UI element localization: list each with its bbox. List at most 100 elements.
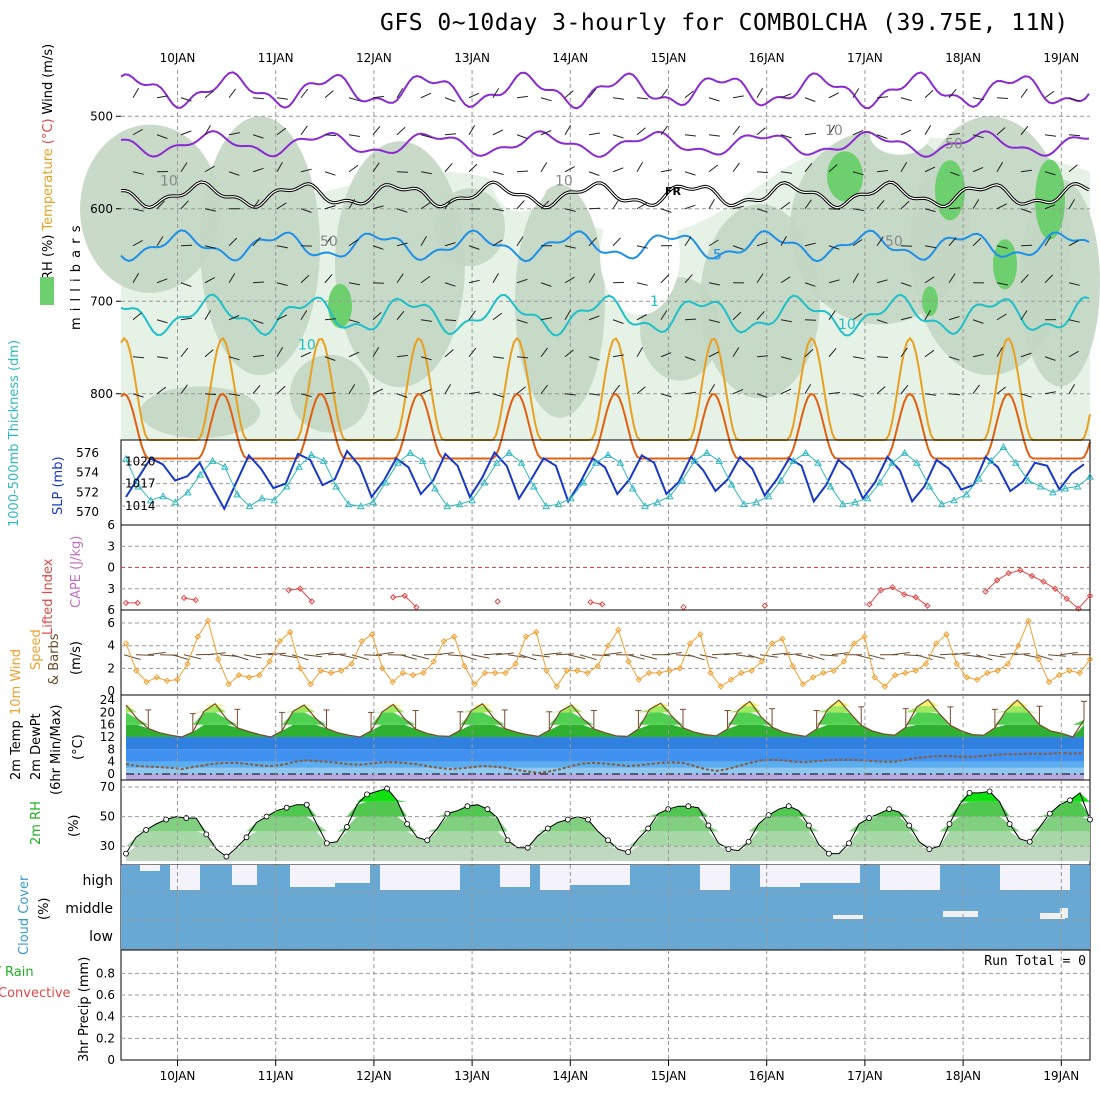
- wind-barb: [795, 654, 814, 659]
- rh-high-region: [827, 151, 863, 202]
- wind-barb: [951, 652, 970, 656]
- wind-speed-point: [994, 667, 1001, 674]
- wind-barb: [684, 171, 696, 176]
- wind-speed-point: [563, 667, 571, 674]
- wind-barb: [924, 276, 935, 284]
- wind-barb: [780, 171, 792, 174]
- wind-ylabel: 10m Wind: [9, 649, 24, 715]
- y-tick-label: 700: [90, 294, 113, 308]
- wind-barb: [687, 654, 705, 661]
- li-point: [389, 594, 397, 601]
- thick-ylabel: 1000-500mb Thickness (dm): [7, 340, 22, 527]
- wind-tick-label: 2: [107, 661, 115, 675]
- wind-barb: [867, 654, 885, 660]
- rh-fill-2: [126, 831, 1090, 847]
- precip-tick-label: 0.2: [96, 1031, 115, 1045]
- wind-barb: [708, 134, 720, 137]
- wind-speed-point: [133, 667, 140, 674]
- contour-label: 10: [298, 337, 316, 353]
- wind-barb: [300, 208, 312, 213]
- wind-barb: [540, 97, 552, 102]
- wind-barb: [519, 654, 537, 661]
- wind-barb: [804, 132, 816, 136]
- thickness-point: [900, 448, 909, 456]
- wind-barb: [1020, 169, 1032, 173]
- rh-point: [1067, 797, 1073, 804]
- wind-speed-point: [686, 640, 694, 647]
- wind-barb: [708, 319, 720, 323]
- thickness-point: [950, 496, 958, 504]
- wind-barb: [876, 170, 888, 173]
- wind-barb: [495, 652, 514, 656]
- wind-barb: [252, 354, 264, 358]
- wind-barb: [156, 319, 168, 324]
- wind-speed-line: [125, 619, 1091, 688]
- cape-tick-label: 3: [107, 539, 115, 553]
- wind-barb: [636, 162, 644, 173]
- wind-speed-point: [645, 669, 653, 677]
- cape-tick-label: 6: [107, 518, 115, 532]
- wind-barb: [156, 200, 165, 210]
- wind-barb: [252, 134, 264, 139]
- li-point: [1086, 592, 1094, 600]
- wind-barb: [300, 351, 312, 358]
- wind-barb: [516, 386, 526, 395]
- wind-speed-point: [512, 660, 519, 668]
- panel-upper-air: 10 10 10 50 50 50 1 1 5 10 10 FR 500 600 700 800 RH (%) T…: [40, 44, 1100, 460]
- wind-barb: [300, 168, 312, 173]
- date-label-bottom: 18JAN: [945, 1069, 981, 1083]
- thickness-point: [295, 462, 303, 470]
- wind-speed-point: [461, 662, 468, 670]
- wind-barb: [636, 314, 647, 321]
- wind-barb: [684, 391, 696, 395]
- wind-barb: [756, 311, 765, 321]
- wind-speed-point: [276, 637, 284, 645]
- li-point: [192, 596, 199, 604]
- wind-speed-point: [522, 633, 530, 640]
- wind-barb: [540, 384, 548, 395]
- temp-tick-label: 4: [107, 755, 115, 769]
- thickness-point: [876, 478, 884, 486]
- cloud-level-label: middle: [65, 901, 113, 917]
- thickness-point: [431, 484, 439, 492]
- wind-barb: [444, 97, 456, 102]
- wind-speed-point: [163, 677, 171, 685]
- wind-barb: [684, 236, 692, 247]
- wind-speed-point: [922, 660, 930, 668]
- wind-barb: [996, 386, 1007, 395]
- wind-barb: [924, 208, 936, 213]
- wind-barb: [996, 313, 1007, 321]
- wind-barb: [204, 277, 215, 284]
- li-ylabel: Lifted Index: [41, 558, 56, 635]
- wind-barb: [396, 310, 405, 321]
- date-label-top: 17JAN: [847, 51, 883, 65]
- wind-barb: [1047, 654, 1066, 657]
- wind-speed-point: [379, 665, 386, 672]
- wind-barb: [147, 651, 166, 656]
- thickness-point: [258, 494, 266, 502]
- wind-barb: [324, 356, 336, 361]
- isotherm-cyan: [120, 293, 1090, 337]
- rh-point: [163, 816, 170, 823]
- wind-barb: [732, 347, 740, 358]
- temp-line: [125, 698, 1085, 738]
- rh-point: [645, 825, 652, 832]
- thickness-point: [530, 482, 538, 490]
- temp-ylabel: 2m Temp: [9, 720, 24, 780]
- wind-barb: [396, 242, 408, 247]
- wind-barb: [708, 384, 716, 395]
- wind-barb: [828, 208, 841, 210]
- thickness-point: [801, 448, 810, 456]
- rh-point: [504, 837, 511, 844]
- thickness-point: [1086, 472, 1094, 480]
- wind-barb: [684, 134, 696, 137]
- wind-speed-point: [604, 642, 612, 649]
- y-tick-label: 600: [90, 202, 113, 216]
- wind-barb: [324, 318, 336, 321]
- wind-ylabel-4: (m/s): [69, 641, 84, 675]
- wind-barb: [612, 384, 621, 395]
- wind-barb: [660, 208, 672, 213]
- rh-legend-swatch: [40, 277, 54, 305]
- rh-point: [1087, 816, 1093, 823]
